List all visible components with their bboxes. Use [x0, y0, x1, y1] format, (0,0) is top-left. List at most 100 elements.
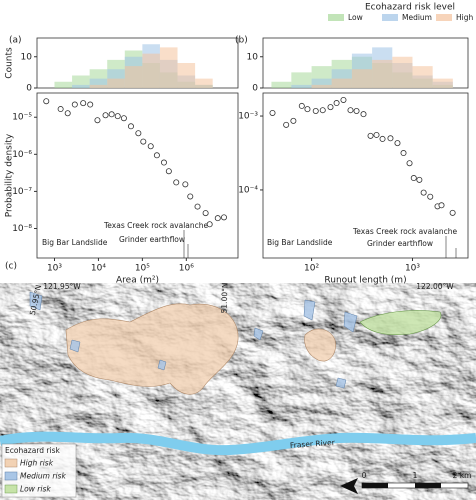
coord-label: 51.00°N [219, 282, 229, 313]
point [80, 100, 87, 107]
histogram-bar [311, 78, 332, 88]
y-tick-label: 0 [26, 84, 32, 94]
histogram-bar [107, 78, 125, 88]
point [160, 159, 167, 166]
coord-label: 122.00°W [416, 282, 454, 291]
histogram-bar [432, 78, 453, 88]
map-legend-title: Ecohazard risk [5, 446, 61, 455]
point [127, 123, 134, 130]
y-tick-label: 10⁻⁶ [12, 150, 32, 160]
y-axis-label: Counts [5, 47, 15, 79]
point [102, 112, 109, 119]
x-axis-label: Area (m²) [116, 276, 159, 286]
panel-label: (c) [5, 262, 17, 272]
point [420, 189, 427, 196]
point [283, 121, 290, 128]
annotation: Texas Creek rock avalanche [352, 227, 458, 236]
point [340, 96, 347, 103]
annotation: Grinder earthflow [367, 239, 433, 248]
x-tick-label: 10⁵ [135, 264, 150, 274]
map: Fraser River 50.95°N 121.95°W 51.00°N 12… [0, 282, 476, 500]
map-legend [1, 443, 77, 498]
point [410, 175, 417, 182]
y-axis-label: Probability density [5, 133, 15, 217]
point [135, 130, 142, 137]
legend-label: High [456, 13, 473, 22]
medium-risk-area [29, 291, 358, 389]
x-tick-label: 10³ [405, 264, 420, 274]
point [449, 209, 456, 216]
point [298, 102, 305, 109]
low-risk-area [359, 310, 442, 335]
river-label: Fraser River [290, 438, 336, 450]
point [416, 176, 423, 183]
annotation: Big Bar Landslide [267, 238, 333, 247]
point [394, 140, 401, 147]
map-legend-item: Low risk [20, 485, 51, 494]
histogram-bar [124, 66, 143, 88]
point [353, 108, 360, 115]
point [379, 135, 386, 142]
point [165, 168, 172, 175]
point [87, 101, 94, 108]
histogram-bar [195, 78, 213, 88]
point [43, 98, 50, 105]
point [438, 202, 445, 209]
point [182, 181, 189, 188]
point [319, 107, 326, 114]
plot-frame [262, 92, 469, 259]
histogram-bar [351, 69, 373, 88]
high-risk-area [304, 328, 336, 362]
histogram-bar [89, 78, 108, 88]
x-tick-label: 10⁴ [91, 264, 106, 274]
legend-swatch [382, 14, 398, 21]
legend-swatch [4, 471, 18, 481]
coord-label: 121.95°W [43, 282, 81, 291]
y-tick-label: 10⁻⁴ [238, 185, 258, 195]
panel-label: (a) [9, 36, 22, 46]
map-legend-item: Medium risk [20, 472, 66, 481]
point [173, 179, 180, 186]
histogram-bar [72, 84, 90, 88]
river [0, 431, 476, 456]
point [194, 203, 201, 210]
histogram-bar [54, 81, 73, 88]
point [269, 109, 276, 116]
point [147, 143, 154, 150]
point [312, 108, 319, 115]
north-arrow [340, 478, 358, 494]
histogram-bar [392, 56, 413, 88]
y-tick-label: 10⁻⁵ [12, 113, 32, 123]
point [57, 106, 64, 113]
histogram-bar [331, 78, 352, 88]
point [373, 131, 380, 138]
x-tick-label: 10² [304, 264, 319, 274]
histogram-bar [412, 66, 433, 88]
annotation: Texas Creek rock avalanche [103, 221, 209, 230]
scale-label: 1 [413, 471, 418, 480]
point [290, 117, 297, 124]
point [120, 115, 127, 122]
point [427, 193, 434, 200]
panel-label: (b) [235, 36, 248, 46]
histogram-bar [291, 72, 312, 88]
x-tick-label: 10⁶ [179, 264, 194, 274]
legend-swatch [436, 14, 452, 21]
point [387, 135, 394, 142]
point [94, 117, 101, 124]
legend-label: Medium [402, 13, 432, 22]
histogram-bar [177, 63, 196, 88]
point [220, 214, 227, 221]
point [202, 210, 209, 217]
legend-swatch [4, 484, 18, 494]
point [64, 110, 71, 117]
high-risk-area [65, 303, 239, 395]
point [360, 111, 367, 118]
point [333, 100, 340, 107]
y-tick-label: 10 [21, 52, 33, 62]
scale-label: 2 km [453, 471, 472, 480]
histogram-bar [271, 81, 292, 88]
scale-label: 0 [362, 471, 367, 480]
point [400, 150, 407, 157]
